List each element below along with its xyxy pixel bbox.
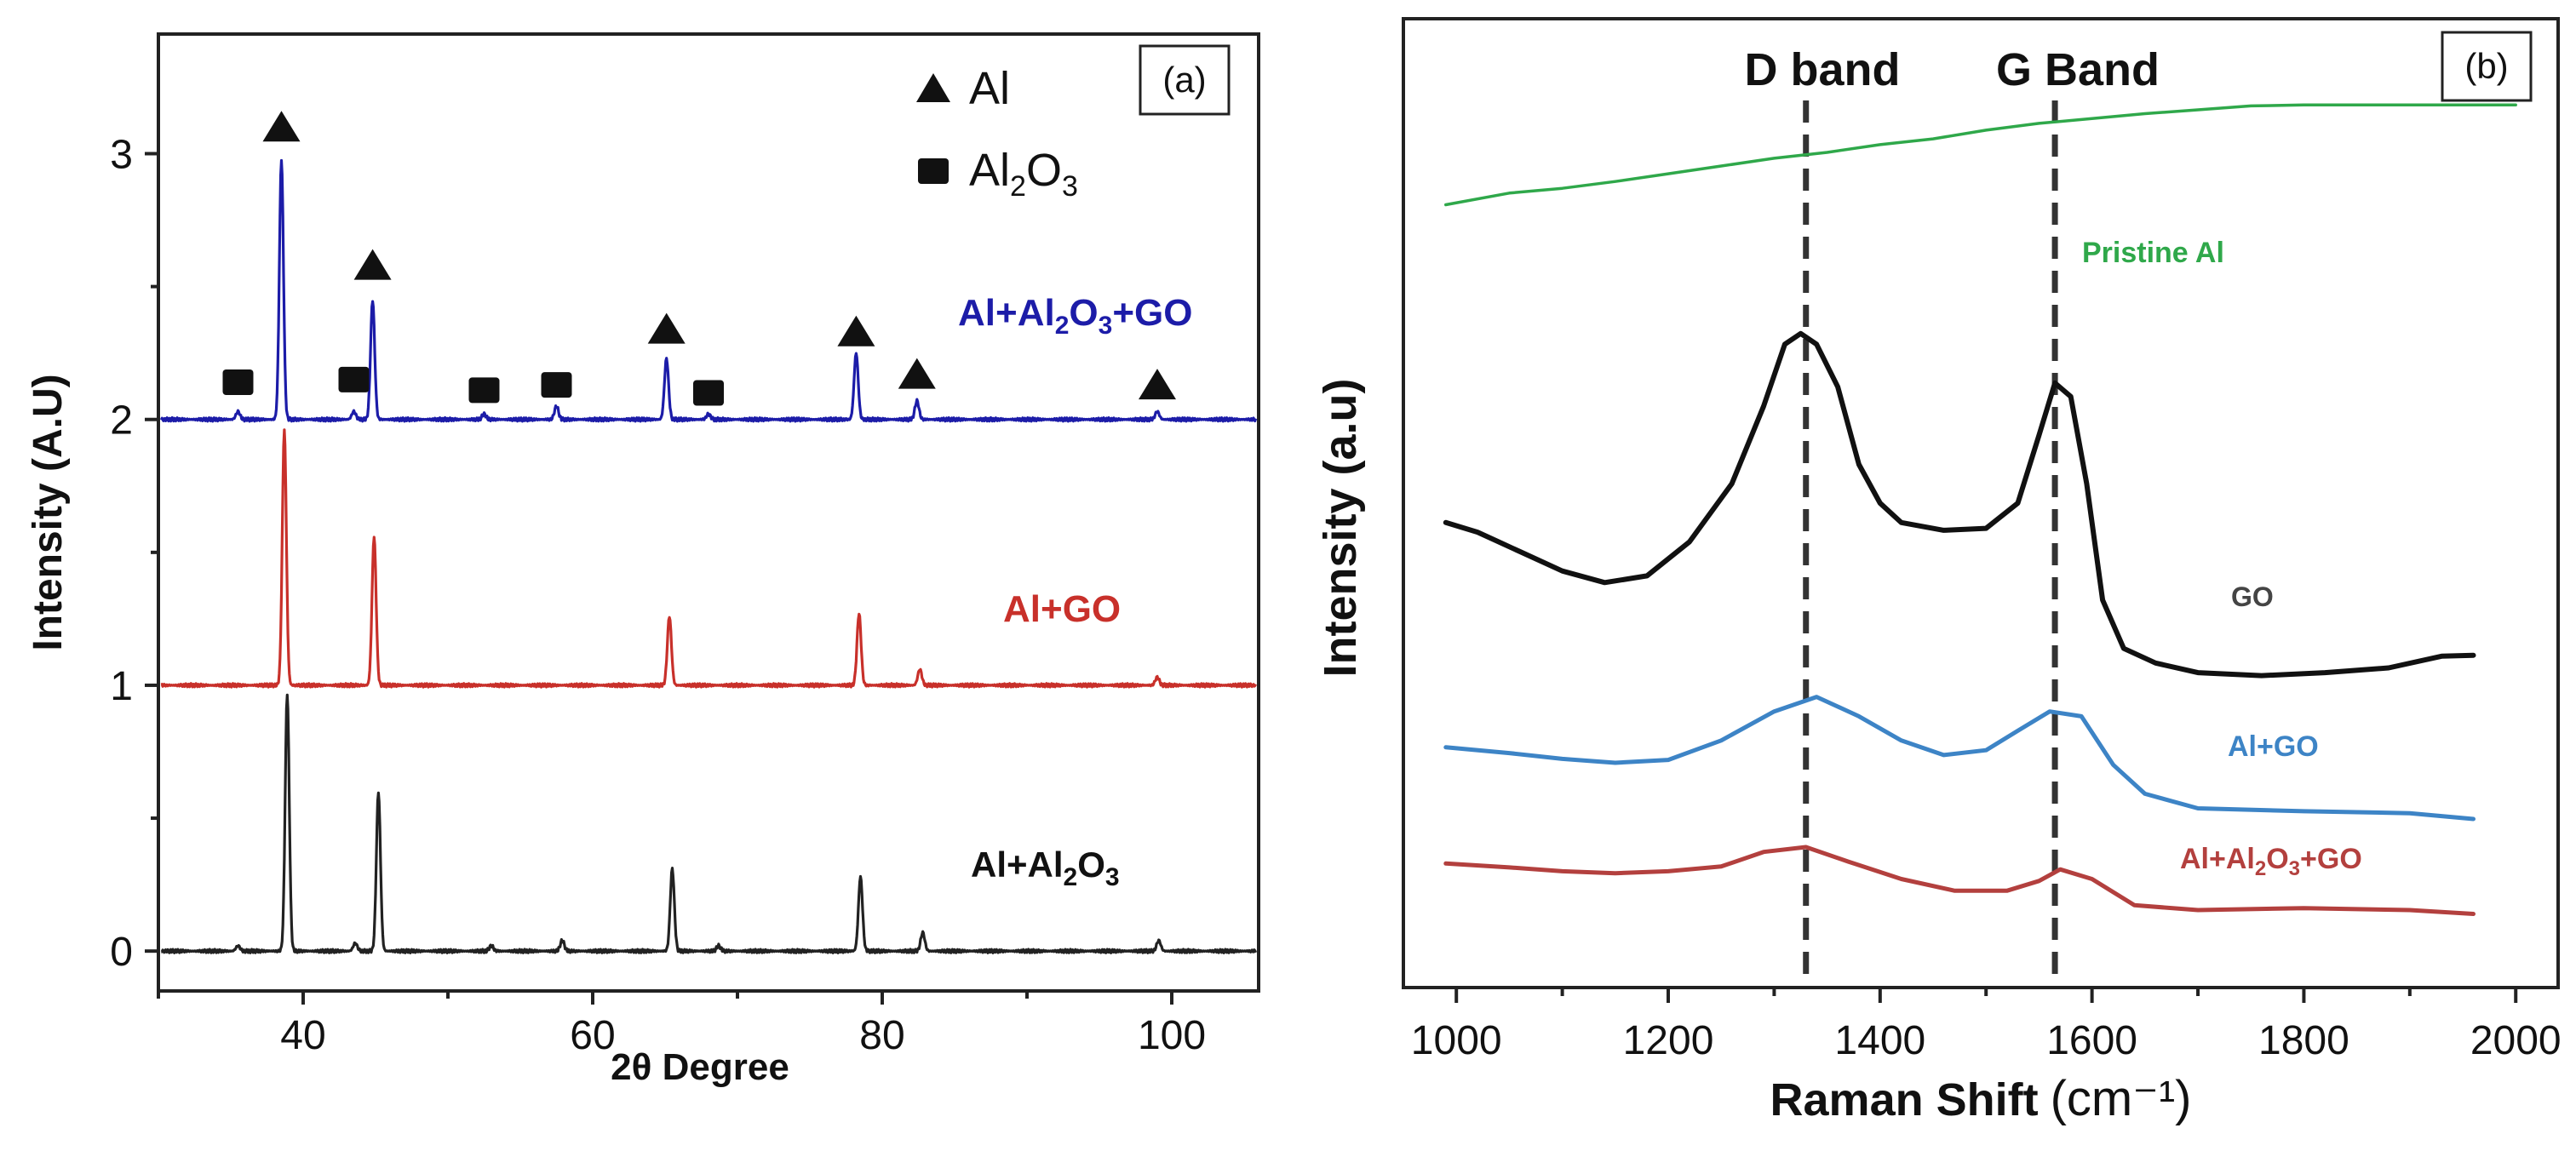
raman-series-line-2 [1443,695,2476,822]
series-label-raman-al-go: Al+GO [2228,730,2319,763]
al2o3-peak-square-marker-10 [693,380,724,406]
legend-al-label: Al [969,63,1010,114]
panel-a-label-box [1139,44,1231,116]
al-peak-triangle-marker-0 [262,111,301,142]
xrd-plot-frame [157,32,1260,993]
xrd-y-tick-label-1: 1 [110,664,133,709]
series-label-al-go: Al+GO [1003,588,1121,630]
raman-x-tick-label-4: 1800 [2258,1018,2349,1063]
al-peak-triangle-marker-3 [837,315,875,346]
al-peak-triangle-marker-1 [353,249,392,280]
raman-y-axis-label: Intensity (a.u) [1315,378,1366,677]
panel-b-label: (b) [2464,46,2508,86]
xrd-x-tick-label-2: 80 [859,1013,904,1058]
raman-x-tick-label-1: 1200 [1623,1018,1714,1063]
g-band-label: G Band [1996,44,2160,95]
raman-x-tick-label-3: 1600 [2046,1018,2137,1063]
al-peak-triangle-marker-2 [647,312,686,344]
legend-al-triangle-icon [916,73,950,102]
al-peak-triangle-marker-4 [898,358,936,389]
xrd-y-tick-label-0: 0 [110,930,133,975]
raman-series-line-1 [1443,330,2476,679]
series-label-go: GO [2231,581,2274,612]
raman-plot-frame [1402,17,2560,989]
panel-a-label: (a) [1162,60,1206,100]
al-peak-triangle-marker-5 [1139,369,1176,400]
al2o3-peak-square-marker-6 [222,369,254,396]
xrd-y-tick-label-3: 3 [110,133,133,178]
xrd-legend: Al Al2O3 [916,63,1078,203]
al2o3-peak-square-marker-9 [541,372,572,398]
series-label-raman-al-al2o3-go: Al+Al2O3+GO [2180,843,2362,880]
raman-x-tick-label-2: 1400 [1834,1018,1925,1063]
xrd-x-axis-label: 2θ Degree [611,1046,789,1088]
raman-series-line-3 [1443,845,2476,916]
legend-al2o3-square-icon [918,158,949,184]
xrd-x-tick-label-3: 100 [1138,1013,1206,1058]
al2o3-peak-square-marker-7 [338,366,370,392]
xrd-series-line-2 [160,693,1258,954]
al2o3-peak-square-marker-8 [468,377,500,404]
raman-x-tick-label-5: 2000 [2470,1018,2562,1063]
series-label-al-al2o3: Al+Al2O3 [971,845,1120,891]
series-label-al-al2o3-go: Al+Al2O3+GO [958,292,1192,340]
xrd-series-line-1 [160,428,1258,689]
legend-al2o3-label: Al2O3 [969,145,1078,203]
raman-x-axis-label: Raman Shift (cm⁻¹) [1770,1071,2192,1126]
d-band-label: D band [1745,44,1901,95]
raman-x-tick-label-0: 1000 [1411,1018,1502,1063]
raman-series-line-0 [1444,103,2517,207]
xrd-x-tick-label-0: 40 [280,1013,325,1058]
xrd-y-tick-label-2: 2 [110,398,133,444]
panel-b-label-box [2441,31,2533,102]
xrd-y-axis-label: Intensity (A.U) [26,374,71,650]
series-label-pristine-al: Pristine Al [2082,237,2224,269]
xrd-x-tick-label-1: 60 [570,1013,615,1058]
xrd-series-line-0 [159,158,1258,423]
raman-chart: 1000 1200 1400 1600 1800 2000 (b) D band G Ba… [1315,17,2562,1126]
